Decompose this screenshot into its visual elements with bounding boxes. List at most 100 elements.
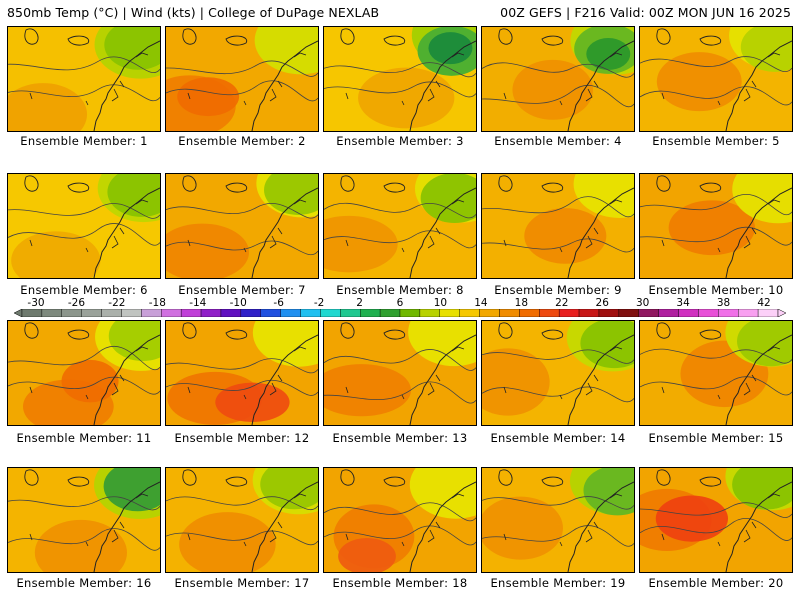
member-map-panel (639, 173, 793, 279)
member-map-panel (7, 467, 161, 573)
colorbar-swatch (340, 309, 361, 317)
ensemble-member-label: Ensemble Member: 10 (648, 283, 784, 297)
ensemble-member-label: Ensemble Member: 3 (336, 134, 464, 148)
colorbar-tick-label: 10 (433, 297, 448, 309)
member-map-panel (481, 173, 635, 279)
member-map-panel (639, 467, 793, 573)
ensemble-member-label: Ensemble Member: 18 (332, 576, 468, 590)
member-map-panel (639, 26, 793, 132)
colorbar-swatch (738, 309, 759, 317)
colorbar-swatch (200, 309, 222, 317)
colorbar-swatch (479, 309, 500, 317)
colorbar-swatch (21, 309, 43, 317)
colorbar-swatch (320, 309, 341, 317)
colorbar-swatch (260, 309, 281, 317)
colorbar-swatch (439, 309, 460, 317)
colorbar-swatch (598, 309, 620, 317)
colorbar-tick-label: -14 (189, 297, 207, 309)
colorbar-swatch (121, 309, 142, 317)
colorbar-swatch (638, 309, 659, 317)
ensemble-member-label: Ensemble Member: 12 (174, 431, 310, 445)
colorbar-tick-label: 2 (356, 297, 363, 309)
colorbar-tick-label: 22 (555, 297, 569, 309)
ensemble-member-label: Ensemble Member: 6 (20, 283, 148, 297)
member-map-panel (481, 26, 635, 132)
ensemble-member-label: Ensemble Member: 15 (648, 431, 784, 445)
ensemble-member-label: Ensemble Member: 8 (336, 283, 464, 297)
colorbar-swatch (698, 309, 719, 317)
ensemble-member-label: Ensemble Member: 2 (178, 134, 306, 148)
colorbar-swatch (499, 309, 520, 317)
colorbar-swatch (519, 309, 540, 317)
ensemble-member-label: Ensemble Member: 9 (494, 283, 622, 297)
colorbar-min-extend (14, 309, 23, 317)
colorbar-tick-label: -2 (313, 297, 325, 309)
colorbar-tick-label: 26 (595, 297, 609, 309)
colorbar-swatch (718, 309, 739, 317)
colorbar-swatch (379, 309, 401, 317)
colorbar-tick-label: -10 (229, 297, 247, 309)
ensemble-member-label: Ensemble Member: 4 (494, 134, 622, 148)
colorbar-swatch (578, 309, 600, 317)
colorbar-swatch (360, 309, 381, 317)
model-valid-time: 00Z GEFS | F216 Valid: 00Z MON JUN 16 20… (500, 5, 791, 20)
colorbar-swatch (101, 309, 122, 317)
colorbar-tick-label: 34 (676, 297, 690, 309)
colorbar-tick-label: -26 (67, 297, 86, 309)
colorbar-max-extend (777, 309, 786, 317)
colorbar-tick-label: 42 (757, 297, 771, 309)
colorbar-swatch (618, 309, 639, 317)
colorbar-swatch (141, 309, 162, 317)
ensemble-member-label: Ensemble Member: 20 (648, 576, 784, 590)
temperature-colorbar (14, 309, 786, 317)
colorbar-swatch (161, 309, 182, 317)
colorbar-tick-label: 18 (514, 297, 529, 309)
colorbar-tick-label: 38 (716, 297, 731, 309)
member-map-panel (323, 467, 477, 573)
colorbar-tick-label: -6 (273, 297, 284, 309)
ensemble-member-label: Ensemble Member: 1 (20, 134, 148, 148)
member-map-panel (323, 26, 477, 132)
colorbar-tick-label: 6 (396, 297, 404, 309)
ensemble-member-label: Ensemble Member: 17 (174, 576, 310, 590)
ensemble-member-label: Ensemble Member: 13 (332, 431, 468, 445)
colorbar-swatch (558, 309, 580, 317)
colorbar-swatch (280, 309, 301, 317)
member-map-panel (639, 320, 793, 426)
member-map-panel (165, 467, 319, 573)
member-map-panel (165, 320, 319, 426)
colorbar-tick-label: 30 (635, 297, 650, 309)
member-map-panel (7, 173, 161, 279)
ensemble-member-label: Ensemble Member: 7 (178, 283, 306, 297)
ensemble-member-label: Ensemble Member: 14 (490, 431, 626, 445)
colorbar-swatch (658, 309, 679, 317)
colorbar-swatch (41, 309, 62, 317)
colorbar-swatch (240, 309, 261, 317)
member-map-panel (323, 320, 477, 426)
colorbar-swatch (459, 309, 480, 317)
colorbar-tick-label: -22 (108, 297, 126, 309)
member-map-panel (481, 320, 635, 426)
ensemble-member-label: Ensemble Member: 19 (490, 576, 626, 590)
member-map-panel (165, 26, 319, 132)
colorbar-tick-label: -18 (148, 297, 166, 309)
member-map-panel (7, 26, 161, 132)
colorbar-swatch (220, 309, 242, 317)
colorbar-swatch (180, 309, 202, 317)
colorbar-swatch (81, 309, 102, 317)
colorbar-swatch (757, 309, 779, 317)
colorbar-tick-label: 14 (474, 297, 488, 309)
ensemble-member-label: Ensemble Member: 16 (16, 576, 152, 590)
colorbar-swatch (399, 309, 421, 317)
colorbar-swatch (419, 309, 440, 317)
colorbar-swatch (539, 309, 560, 317)
member-map-panel (7, 320, 161, 426)
ensemble-member-label: Ensemble Member: 11 (16, 431, 152, 445)
member-map-panel (481, 467, 635, 573)
ensemble-member-label: Ensemble Member: 5 (652, 134, 780, 148)
colorbar-swatch (678, 309, 699, 317)
member-map-panel (165, 173, 319, 279)
member-map-panel (323, 173, 477, 279)
colorbar-swatch (61, 309, 82, 317)
colorbar-swatch (300, 309, 321, 317)
